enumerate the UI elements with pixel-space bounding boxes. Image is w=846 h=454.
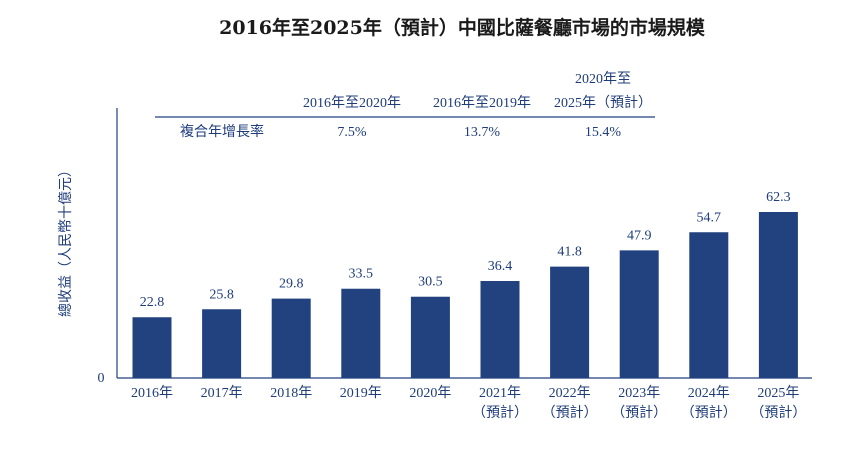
cagr-value-2: 13.7% [464,125,501,140]
x-tick-label-7: 2023年 [618,385,660,401]
x-tick-label-1: 2017年 [201,385,243,401]
x-tick-label-9: 2025年 [757,385,799,401]
cagr-value-1: 7.5% [337,125,367,140]
x-tick-note-6: （預計） [542,405,598,421]
x-tick-label-3: 2019年 [340,385,382,401]
x-tick-label-6: 2022年 [549,385,591,401]
bar-8 [689,232,729,378]
bar-5 [480,281,520,378]
bar-4 [410,296,450,378]
bar-value-label-3: 33.5 [349,267,374,282]
cagr-header-1: 2016年至2020年 [303,95,401,111]
bar-7 [619,250,659,378]
cagr-header-3-line2: 2025年（預計） [554,95,652,111]
bar-value-label-6: 41.8 [557,245,582,260]
bar-value-label-9: 62.3 [766,190,791,205]
y-axis-zero-label: 0 [98,371,105,386]
bar-0 [132,317,172,378]
cagr-header-2: 2016年至2019年 [433,95,531,111]
y-axis-label: 總收益（人民幣十億元） [57,163,74,317]
cagr-row-label: 複合年增長率 [180,123,264,140]
cagr-header-3-line1: 2020年至 [575,71,631,87]
bar-value-label-1: 25.8 [209,287,234,302]
cagr-value-3: 15.4% [585,125,622,140]
bar-value-label-4: 30.5 [418,275,443,290]
bar-value-label-2: 29.8 [279,277,304,292]
x-tick-note-8: （預計） [681,405,737,421]
x-tick-note-7: （預計） [611,405,667,421]
bar-value-label-5: 36.4 [488,259,513,274]
x-tick-label-5: 2021年 [479,385,521,401]
x-tick-label-8: 2024年 [688,385,730,401]
x-tick-label-2: 2018年 [270,385,312,401]
bar-series: 22.8 2016年 25.8 2017年 29.8 2018年 33.5 2019年 30.5… [131,190,806,421]
x-tick-label-4: 2020年 [409,385,451,401]
bar-1 [202,309,242,378]
bar-9 [758,212,798,378]
bar-value-label-8: 54.7 [697,210,722,225]
bar-3 [341,288,381,378]
x-tick-note-9: （預計） [750,405,806,421]
cagr-table: 2016年至2020年 2016年至2019年 2020年至 2025年（預計）… [155,71,655,140]
bar-value-label-7: 47.9 [627,228,652,243]
bar-6 [550,266,590,378]
bar-2 [271,298,311,378]
bar-value-label-0: 22.8 [140,295,165,310]
chart-title: 2016年至2025年（預計）中國比薩餐廳市場的市場規模 [219,16,706,39]
x-tick-label-0: 2016年 [131,385,173,401]
x-tick-note-5: （預計） [472,405,528,421]
